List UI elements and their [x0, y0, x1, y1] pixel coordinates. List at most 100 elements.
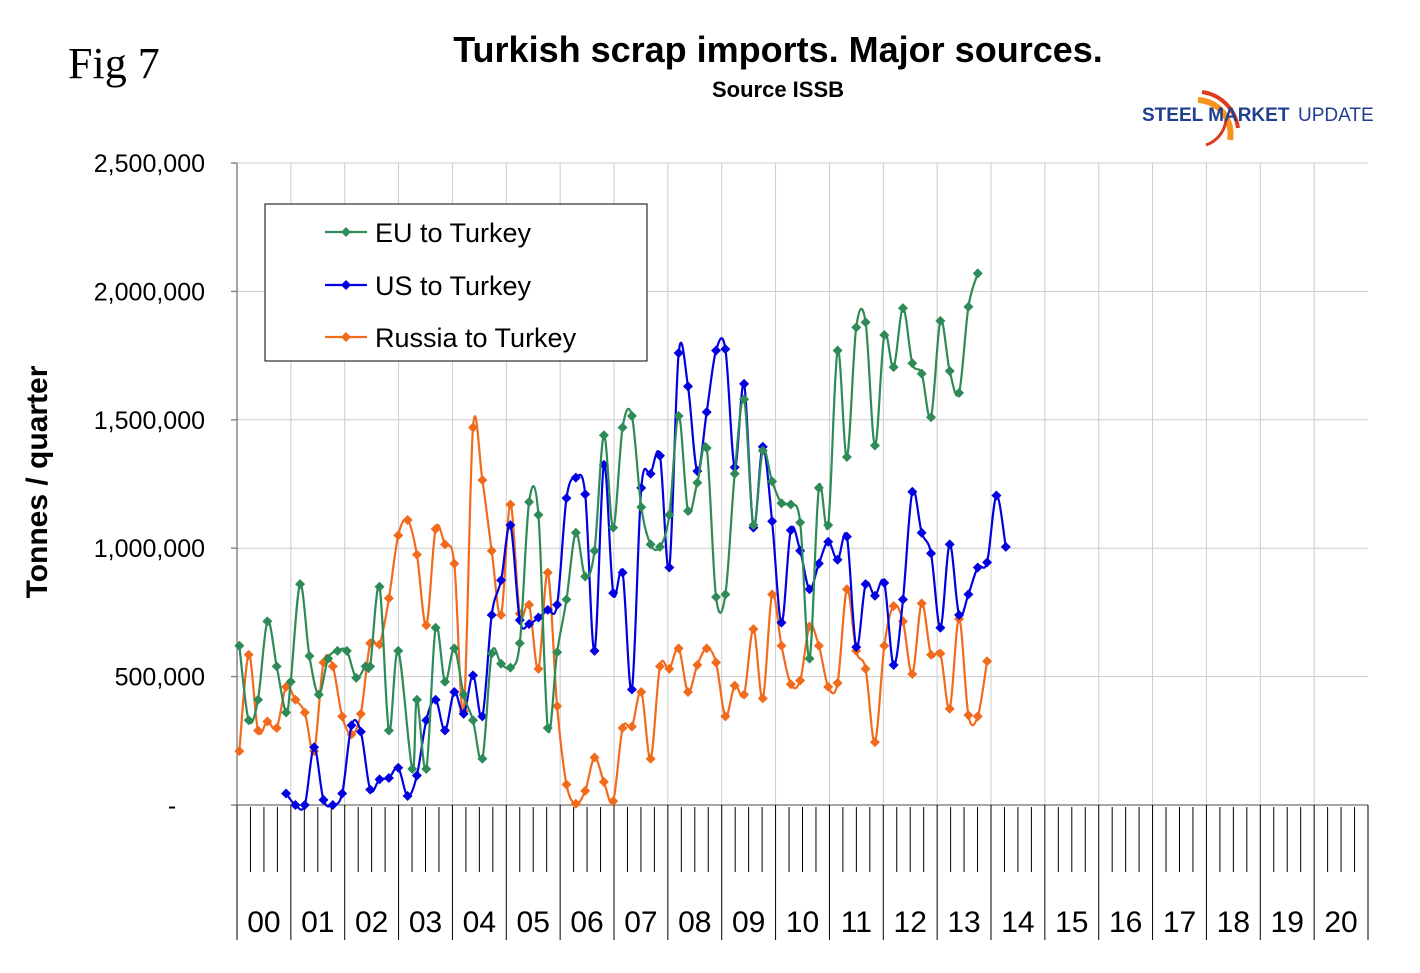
- data-point-marker: [897, 303, 908, 314]
- data-point-marker: [421, 764, 432, 775]
- data-point-marker: [514, 638, 525, 649]
- data-point-marker: [692, 477, 703, 488]
- data-point-marker: [309, 742, 320, 753]
- data-point-marker: [757, 693, 768, 704]
- data-point-marker: [327, 661, 338, 672]
- legend-marker-swatch: [341, 227, 351, 237]
- data-point-marker: [570, 527, 581, 538]
- x-tick-label: 13: [947, 906, 980, 939]
- legend-marker-swatch: [341, 332, 351, 342]
- axes: [231, 162, 1369, 940]
- x-tick-label: 00: [247, 906, 280, 939]
- data-point-marker: [944, 366, 955, 377]
- data-point-marker: [421, 620, 432, 631]
- data-point-marker: [313, 689, 324, 700]
- x-tick-label: 04: [463, 906, 496, 939]
- legend-label: EU to Turkey: [375, 218, 532, 248]
- x-tick-label: 03: [409, 906, 442, 939]
- data-point-marker: [813, 482, 824, 493]
- data-point-marker: [580, 785, 591, 796]
- series-lines: [234, 268, 1011, 811]
- data-point-marker: [496, 575, 507, 586]
- y-tick-label: -: [168, 792, 176, 820]
- x-tick-label: 19: [1271, 906, 1304, 939]
- x-tick-label: 15: [1055, 906, 1088, 939]
- data-point-marker: [430, 622, 441, 633]
- x-tick-label: 02: [355, 906, 388, 939]
- data-point-marker: [253, 725, 264, 736]
- data-point-marker: [869, 590, 880, 601]
- data-point-marker: [304, 651, 315, 662]
- data-point-marker: [701, 407, 712, 418]
- data-point-marker: [879, 577, 890, 588]
- data-point-marker: [626, 410, 637, 421]
- data-point-marker: [299, 707, 310, 718]
- legend-item: Russia to Turkey: [325, 323, 577, 353]
- data-point-marker: [285, 676, 296, 687]
- data-point-marker: [757, 445, 768, 456]
- x-tick-label: 09: [732, 906, 765, 939]
- x-tick-label: 11: [841, 906, 872, 939]
- data-point-marker: [813, 558, 824, 569]
- data-point-marker: [477, 753, 488, 764]
- data-point-marker: [552, 701, 563, 712]
- data-point-marker: [972, 711, 983, 722]
- data-point-marker: [907, 669, 918, 680]
- data-point-marker: [407, 764, 418, 775]
- data-point-marker: [383, 725, 394, 736]
- data-point-marker: [739, 689, 750, 700]
- data-point-marker: [332, 645, 343, 656]
- data-point-marker: [505, 520, 516, 531]
- data-point-marker: [888, 362, 899, 373]
- steel-market-update-logo: STEEL MARKET UPDATE: [1142, 90, 1374, 147]
- data-point-marker: [383, 773, 394, 784]
- data-point-marker: [580, 489, 591, 500]
- data-point-marker: [972, 562, 983, 573]
- data-point-marker: [645, 468, 656, 479]
- y-tick-label: 2,000,000: [94, 278, 205, 306]
- data-point-marker: [795, 675, 806, 686]
- data-point-marker: [243, 715, 254, 726]
- data-point-marker: [458, 689, 469, 700]
- data-point-marker: [561, 779, 572, 790]
- data-point-marker: [505, 662, 516, 673]
- data-point-marker: [561, 493, 572, 504]
- data-point-marker: [598, 430, 609, 441]
- data-point-marker: [374, 774, 385, 785]
- data-point-marker: [496, 658, 507, 669]
- data-point-marker: [533, 509, 544, 520]
- data-point-marker: [327, 800, 338, 810]
- data-point-marker: [851, 642, 862, 653]
- data-point-marker: [281, 707, 292, 718]
- data-point-marker: [411, 549, 422, 560]
- data-point-marker: [271, 722, 282, 733]
- data-point-marker: [477, 711, 488, 722]
- data-point-marker: [926, 548, 937, 559]
- data-point-marker: [449, 643, 460, 654]
- data-point-marker: [954, 387, 965, 398]
- data-point-marker: [402, 514, 413, 525]
- data-point-marker: [935, 648, 946, 659]
- data-point-marker: [295, 579, 306, 590]
- x-tick-label: 08: [678, 906, 711, 939]
- x-tick-label: 14: [1001, 906, 1034, 939]
- legend-marker-swatch: [341, 280, 351, 290]
- data-point-marker: [439, 539, 450, 550]
- data-point-marker: [524, 618, 535, 629]
- data-point-marker: [692, 660, 703, 671]
- data-point-marker: [290, 694, 301, 705]
- logo-light-text: UPDATE: [1298, 105, 1374, 126]
- data-point-marker: [776, 617, 787, 628]
- data-point-marker: [524, 496, 535, 507]
- data-point-marker: [682, 381, 693, 392]
- x-tick-label: 05: [517, 906, 550, 939]
- data-point-marker: [468, 715, 479, 726]
- data-point-marker: [944, 703, 955, 714]
- data-point-marker: [617, 422, 628, 433]
- data-point-marker: [673, 348, 684, 359]
- data-point-marker: [234, 640, 245, 651]
- data-point-marker: [851, 322, 862, 333]
- x-tick-label: 18: [1217, 906, 1250, 939]
- data-point-marker: [626, 684, 637, 695]
- data-point-marker: [486, 609, 497, 620]
